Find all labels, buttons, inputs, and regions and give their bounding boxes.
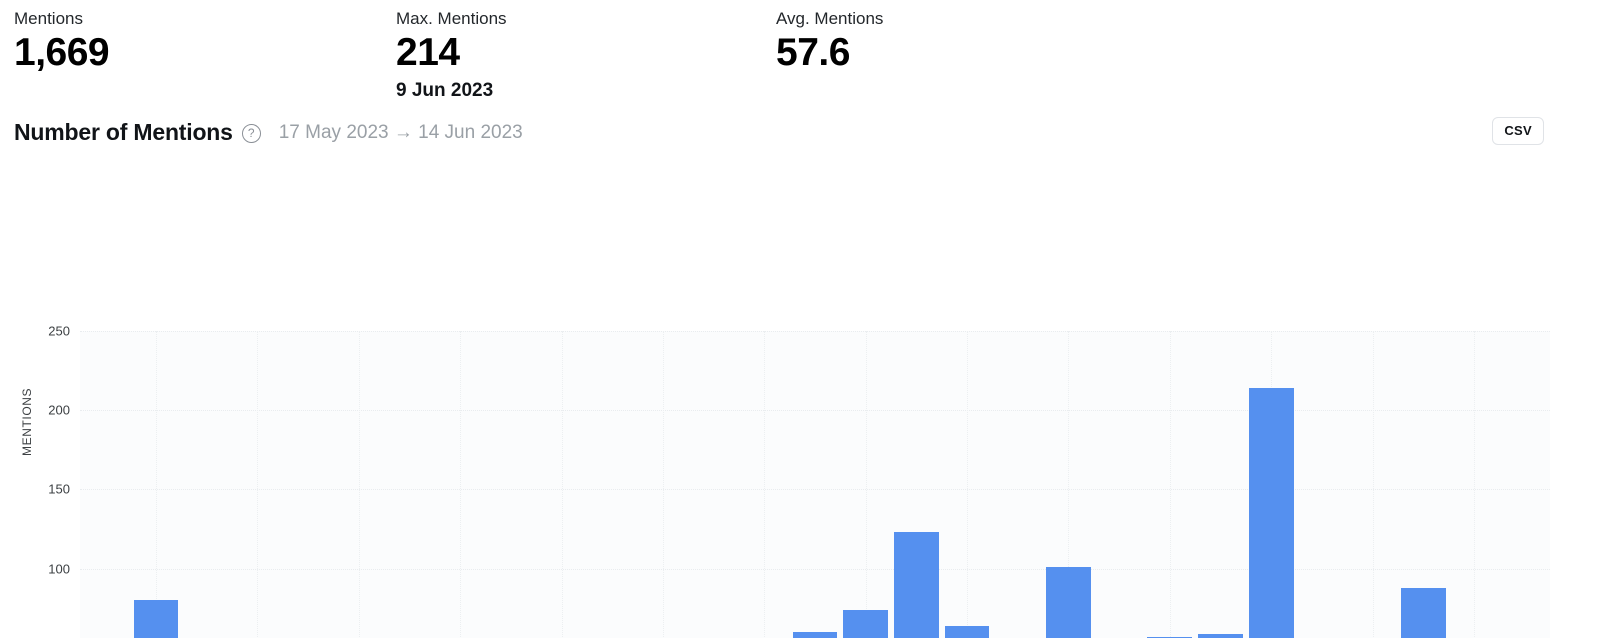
gridline-vertical [460,331,462,638]
gridline-vertical [1169,331,1171,638]
bar[interactable] [944,625,990,638]
gridline-vertical [865,331,867,638]
chart-header: Number of Mentions ? 17 May 2023 → 14 Ju… [0,108,1600,156]
kpi-max-mentions-label: Max. Mentions [396,9,507,28]
y-axis-tick-label: 150 [48,481,70,497]
y-axis-tick-label: 250 [48,323,70,339]
csv-export-button[interactable]: CSV [1492,117,1544,145]
bar[interactable] [894,532,939,638]
chart-title: Number of Mentions [14,118,233,145]
question-mark-circle-icon[interactable]: ? [241,123,261,143]
bar[interactable] [133,600,179,638]
gridline-vertical [1068,331,1070,638]
bar[interactable] [1248,388,1294,638]
kpi-avg-mentions-label: Avg. Mentions [776,9,884,28]
bar[interactable] [843,609,889,638]
gridline-vertical [662,331,664,638]
bar[interactable] [1400,587,1446,638]
gridline-horizontal [80,331,1550,332]
gridline-vertical [358,331,360,638]
chart-area: MENTIONS 050100150200250 18 MAY20 MAY22 … [0,156,1600,638]
plot-background [80,331,1550,638]
gridline-vertical [257,331,259,638]
chart-header-left: Number of Mentions ? 17 May 2023 → 14 Ju… [14,108,1600,156]
kpi-max-mentions-date: 9 Jun 2023 [396,80,494,101]
gridline-vertical [967,331,969,638]
gridline-vertical [1473,331,1475,638]
bar[interactable] [1147,636,1193,638]
kpi-mentions-label: Mentions [14,9,83,28]
gridline-horizontal [80,489,1550,491]
gridline-vertical [1372,331,1374,638]
bar[interactable] [1198,633,1243,638]
y-axis-tick-label: 100 [48,561,70,577]
kpi-mentions-value: 1,669 [14,31,110,74]
gridline-vertical [156,331,158,638]
gridline-vertical [561,331,563,638]
kpi-avg-mentions-value: 57.6 [776,31,850,74]
kpi-mentions: Mentions 1,669 [14,8,110,76]
gridline-horizontal [80,568,1550,570]
kpi-row: Mentions 1,669 Max. Mentions 214 9 Jun 2… [0,0,1600,108]
gridline-horizontal [80,410,1550,412]
bar-series [80,331,1550,638]
y-axis-tick-label: 200 [48,402,70,418]
kpi-max-mentions: Max. Mentions 214 9 Jun 2023 [396,8,507,104]
gridline-vertical [764,331,766,638]
y-axis-title: MENTIONS [20,387,34,456]
bar[interactable] [1046,567,1091,638]
bar[interactable] [792,631,838,638]
chart-date-range: 17 May 2023 → 14 Jun 2023 [278,122,523,143]
kpi-avg-mentions: Avg. Mentions 57.6 [776,8,883,76]
kpi-max-mentions-value: 214 [396,31,460,74]
